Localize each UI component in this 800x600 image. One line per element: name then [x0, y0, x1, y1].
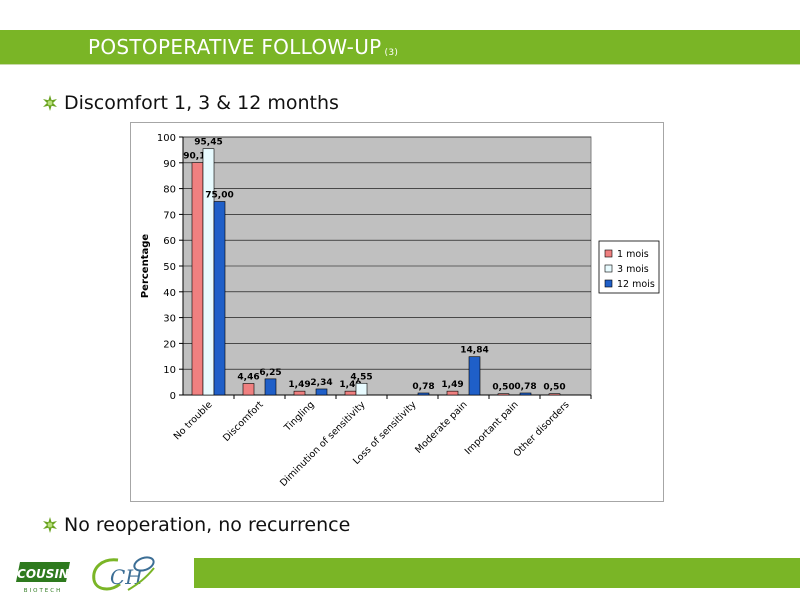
cousin-biotech-logo: COUSIN BIOTECH	[16, 562, 70, 594]
x-tick-label: Diminution of sensitivity	[278, 399, 368, 489]
bullet-no-reoperation-text: No reoperation, no recurrence	[64, 514, 351, 536]
slide-title: POSTOPERATIVE FOLLOW-UP (3)	[88, 35, 398, 59]
bar-1-mois	[191, 162, 204, 396]
legend-swatch	[604, 249, 613, 258]
data-label: 0,78	[412, 382, 434, 392]
y-tick-label: 10	[163, 365, 176, 376]
bar-12-mois	[315, 388, 328, 396]
chart-frame: 0 10 20 30 40 50 60 70 80 90 100 Percentage No troub…	[130, 122, 664, 502]
y-tick-label: 50	[163, 262, 176, 273]
y-tick-label: 90	[163, 159, 176, 170]
bar-1-mois	[242, 383, 255, 396]
footer-band	[194, 558, 800, 588]
svg-text:COUSIN: COUSIN	[17, 567, 69, 581]
bullet-star-icon	[43, 517, 57, 533]
legend-label: 3 mois	[617, 264, 649, 275]
data-label: 4,46	[237, 372, 259, 382]
bar-3-mois	[355, 382, 368, 396]
svg-text:CH: CH	[110, 565, 143, 589]
data-label: 90,10	[183, 152, 211, 162]
bar-1-mois	[344, 390, 357, 396]
bullet-discomfort: Discomfort 1, 3 & 12 months	[42, 92, 339, 114]
y-axis-label: Percentage	[140, 234, 151, 299]
svg-text:BIOTECH: BIOTECH	[24, 588, 63, 594]
data-label: 0,50	[543, 383, 565, 393]
bar-1-mois	[293, 390, 306, 396]
title-rule	[0, 64, 800, 65]
slide-title-text: POSTOPERATIVE FOLLOW-UP	[88, 35, 382, 59]
data-label: 0,78	[514, 382, 536, 392]
bar-12-mois	[468, 356, 481, 396]
legend-swatch	[604, 264, 613, 273]
x-tick-label: Discomfort	[221, 399, 266, 444]
y-tick-label: 20	[163, 339, 176, 350]
data-label: 6,25	[259, 368, 281, 378]
x-tick-label: Other disorders	[512, 399, 572, 459]
data-label: 75,00	[205, 191, 233, 201]
y-tick-label: 60	[163, 236, 176, 247]
slide-title-sup: (3)	[384, 48, 399, 58]
data-label: 0,50	[492, 383, 514, 393]
bar-1-mois	[497, 393, 510, 396]
bullet-no-reoperation: No reoperation, no recurrence	[42, 514, 350, 536]
x-tick-label: Moderate pain	[413, 399, 469, 455]
bar-12-mois	[519, 392, 532, 396]
data-label: 14,84	[460, 346, 488, 356]
legend-label: 1 mois	[617, 249, 649, 260]
data-label: 95,45	[194, 138, 222, 148]
bar-12-mois	[213, 201, 226, 396]
data-label: 1,49	[288, 380, 310, 390]
legend-label: 12 mois	[617, 279, 655, 290]
y-tick-label: 40	[163, 288, 176, 299]
bullet-discomfort-text: Discomfort 1, 3 & 12 months	[64, 92, 339, 114]
data-label: 2,34	[310, 378, 332, 388]
bar-12-mois	[417, 392, 430, 396]
x-tick-label: No trouble	[172, 399, 215, 442]
y-tick-label: 0	[170, 391, 176, 402]
y-tick-label: 70	[163, 210, 176, 221]
data-label: 1,49	[339, 380, 361, 390]
legend-swatch	[604, 279, 613, 288]
title-band: POSTOPERATIVE FOLLOW-UP (3)	[0, 30, 800, 64]
data-label: 1,49	[441, 380, 463, 390]
bar-3-mois	[202, 148, 215, 396]
data-label: 4,55	[350, 372, 372, 382]
x-tick-label: Tingling	[282, 399, 317, 434]
bar-1-mois	[548, 393, 561, 396]
bullet-star-icon	[43, 95, 57, 111]
chp-logo: CH	[92, 556, 155, 591]
y-tick-label: 80	[163, 185, 176, 196]
y-tick-label: 30	[163, 314, 176, 325]
bar-chart: 0 10 20 30 40 50 60 70 80 90 100 Percentage No troub…	[140, 133, 660, 489]
x-tick-label: Important pain	[463, 399, 521, 457]
y-tick-label: 100	[157, 133, 176, 144]
bar-12-mois	[264, 378, 277, 396]
bar-1-mois	[446, 390, 459, 396]
